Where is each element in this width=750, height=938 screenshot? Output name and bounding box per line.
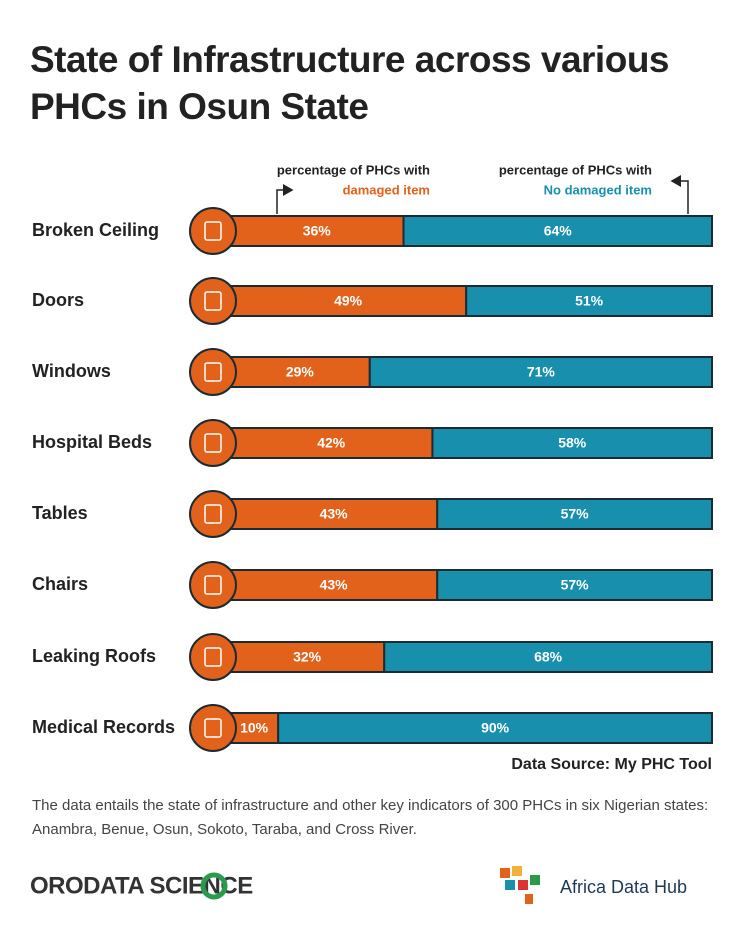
bar-segment: [229, 712, 280, 744]
data-label: 71%: [527, 364, 556, 380]
icon-glyph: [204, 575, 222, 595]
category-label: Leaking Roofs: [32, 646, 156, 666]
data-label: 90%: [481, 720, 510, 736]
data-label: 10%: [240, 720, 269, 736]
data-label: 36%: [303, 223, 332, 239]
icon: [189, 207, 237, 255]
bar-segment: [229, 498, 439, 530]
data-label: 49%: [334, 293, 363, 309]
icon: [189, 633, 237, 681]
logo-mark: [200, 872, 228, 900]
annotation: percentage of PHCs with: [277, 162, 430, 177]
icon: [189, 704, 237, 752]
icon-glyph: [204, 647, 222, 667]
icon-glyph: [204, 718, 222, 738]
logo: Africa Data Hub: [560, 877, 687, 897]
icon-glyph: [204, 221, 222, 241]
category-label: Doors: [32, 290, 84, 310]
note: The data entails the state of infrastruc…: [32, 797, 709, 838]
category-label: Broken Ceiling: [32, 220, 159, 240]
legend-entry: No damaged item: [544, 182, 652, 197]
category-label: Tables: [32, 503, 88, 523]
bar-segment: [229, 215, 405, 247]
data-label: 42%: [317, 435, 346, 451]
data-label: 43%: [320, 577, 349, 593]
icon-glyph: [204, 504, 222, 524]
data-label: 57%: [561, 577, 590, 593]
logo-mark: [500, 866, 540, 904]
data-label: 51%: [575, 293, 604, 309]
data-label: 68%: [534, 649, 563, 665]
bar-segment: [383, 641, 713, 673]
data-label: 58%: [558, 435, 587, 451]
bar-segment: [436, 498, 713, 530]
bar-segment: [277, 712, 713, 744]
bar-segment: [368, 356, 713, 388]
icon: [189, 348, 237, 396]
chart-title: State of Infrastructure across various P…: [30, 39, 670, 127]
category-label: Windows: [32, 361, 111, 381]
icon: [189, 277, 237, 325]
bar-segment: [402, 215, 713, 247]
icon-glyph: [204, 433, 222, 453]
bar-segment: [465, 285, 713, 317]
data-label: 32%: [293, 649, 322, 665]
category-label: Hospital Beds: [32, 432, 152, 452]
category-label: Chairs: [32, 574, 88, 594]
bar-segment: [431, 427, 713, 459]
data-label: 43%: [320, 506, 349, 522]
icon: [189, 561, 237, 609]
icon-glyph: [204, 291, 222, 311]
icon: [189, 490, 237, 538]
data-label: 64%: [544, 223, 573, 239]
annotation: percentage of PHCs with: [499, 162, 652, 177]
source: Data Source: My PHC Tool: [511, 756, 712, 773]
arrow: [276, 184, 294, 214]
data-label: 57%: [561, 506, 590, 522]
data-label: 29%: [286, 364, 315, 380]
legend-entry: damaged item: [343, 182, 430, 197]
bar-segment: [436, 569, 713, 601]
arrow: [670, 175, 689, 214]
category-label: Medical Records: [32, 717, 175, 737]
icon-glyph: [204, 362, 222, 382]
icon: [189, 419, 237, 467]
